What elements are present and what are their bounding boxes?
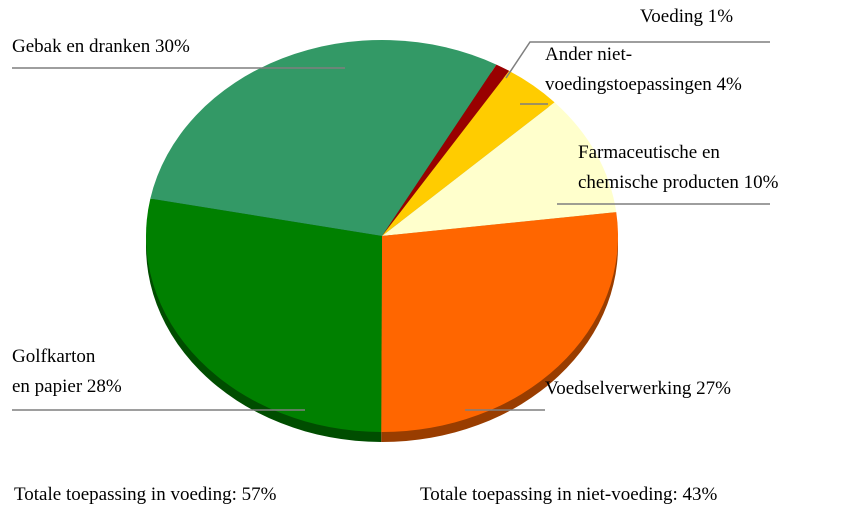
slice-label: chemische producten 10% [578,172,779,193]
slice [150,40,497,236]
slice-label: Golfkarton [12,346,96,367]
slice-label: Voeding 1% [640,6,733,27]
value-label: 10% [744,172,779,193]
category-label: chemische producten [578,172,739,193]
category-label: Gebak en dranken [12,36,151,57]
slice [381,212,619,433]
pie [145,40,619,443]
leader-line [505,41,770,79]
slice [382,102,617,236]
category-label: Golfkarton [12,346,96,367]
slice-label: en papier 28% [12,376,122,397]
slice-label: Voedselverwerking 27% [545,378,731,399]
value-label: 27% [696,378,731,399]
slice-label: voedingstoepassingen 4% [545,74,742,95]
slice [382,70,555,236]
category-label: Farmaceutische en [578,142,720,163]
slice [145,198,382,432]
slice [382,64,510,236]
value-label: 30% [155,36,190,57]
category-label: Voeding [640,6,703,27]
value-label: 1% [708,6,734,27]
slice-label: Farmaceutische en [578,142,720,163]
category-label: en papier [12,376,83,397]
category-label: Voedselverwerking [545,378,692,399]
category-label: voedingstoepassingen [545,74,712,95]
value-label: 4% [717,74,743,95]
footer-note: Totale toepassing in niet-voeding: 43% [420,484,718,505]
slice-label: Gebak en dranken 30% [12,36,190,57]
slice-label: Ander niet- [545,44,632,65]
footer-note: Totale toepassing in voeding: 57% [14,484,277,505]
category-label: Ander niet- [545,44,632,65]
value-label: 28% [87,376,122,397]
